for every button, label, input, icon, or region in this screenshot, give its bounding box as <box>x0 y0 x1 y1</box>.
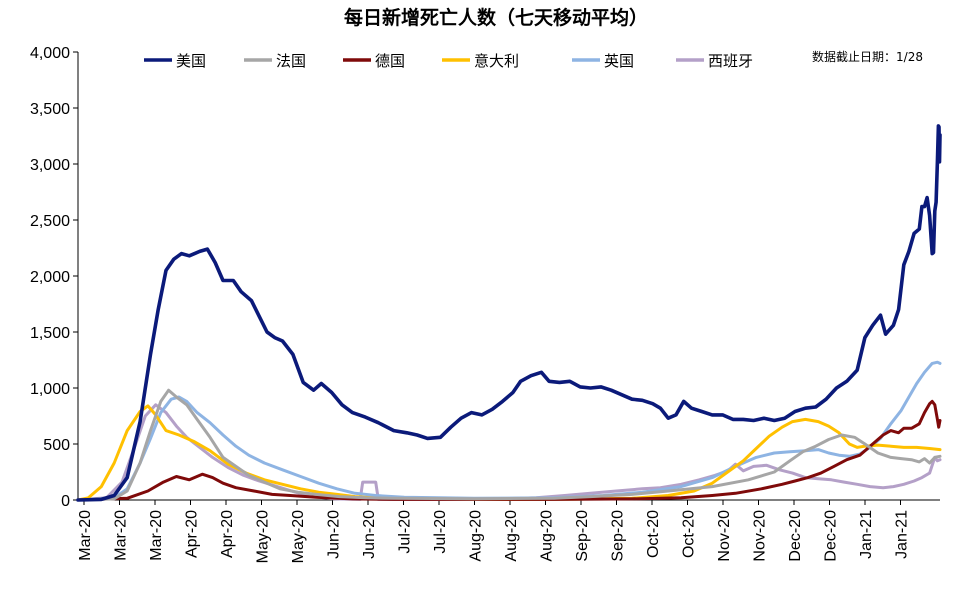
series-line-3 <box>76 399 942 502</box>
x-tick-label: Apr-20 <box>184 510 201 558</box>
y-tick-label: 3,000 <box>30 157 70 174</box>
legend-label: 德国 <box>375 52 405 70</box>
legend-label: 英国 <box>604 52 634 70</box>
x-tick-label: May-20 <box>255 510 272 563</box>
plot-area <box>76 124 942 502</box>
x-tick-label: Jul-20 <box>432 510 449 554</box>
x-tick-label: Aug-20 <box>539 510 556 562</box>
y-tick-label: 4,000 <box>30 45 70 62</box>
x-tick-label: Oct-20 <box>681 510 698 558</box>
y-tick-label: 1,500 <box>30 325 70 342</box>
x-tick-label: Sep-20 <box>610 510 627 562</box>
x-axis: Mar-20 Mar-20 Mar-20 Apr-20 Apr-20 May-20 May-… <box>77 499 940 563</box>
x-tick-label: Aug-20 <box>468 510 485 562</box>
y-tick-label: 500 <box>43 437 70 454</box>
x-tick-label: Mar-20 <box>148 510 165 561</box>
x-tick-label: Dec-20 <box>787 510 804 562</box>
x-tick-label: Aug-20 <box>503 510 520 562</box>
series-line-6 <box>76 403 942 502</box>
legend: 美国 法国 德国 意大利 英国 西班牙 <box>144 52 753 70</box>
series-line-2 <box>76 388 942 502</box>
y-axis: 0 500 1,000 1,500 2,000 2,500 3,000 3,500 4,000 <box>30 45 79 510</box>
legend-label: 意大利 <box>474 52 519 70</box>
series-line-1 <box>76 124 942 502</box>
x-tick-label: Jun-20 <box>326 510 343 559</box>
x-tick-label: Jun-20 <box>361 510 378 559</box>
x-tick-label: Jan-21 <box>894 510 911 559</box>
x-tick-label: May-20 <box>290 510 307 563</box>
y-tick-label: 2,000 <box>30 269 70 286</box>
x-tick-label: Nov-20 <box>752 510 769 562</box>
chart-title: 每日新增死亡人数（七天移动平均） <box>344 6 648 29</box>
x-tick-label: Mar-20 <box>77 510 94 561</box>
x-tick-label: Oct-20 <box>645 510 662 558</box>
legend-label: 西班牙 <box>708 52 753 70</box>
y-tick-label: 0 <box>61 493 70 510</box>
y-tick-label: 2,500 <box>30 213 70 230</box>
x-tick-label: Mar-20 <box>113 510 130 561</box>
data-cutoff-note: 数据截止日期：1/28 <box>812 49 923 64</box>
x-tick-label: Apr-20 <box>219 510 236 558</box>
x-tick-label: Jul-20 <box>397 510 414 554</box>
x-tick-label: Jan-21 <box>858 510 875 559</box>
y-tick-label: 1,000 <box>30 381 70 398</box>
legend-label: 美国 <box>176 52 206 70</box>
x-tick-label: Dec-20 <box>823 510 840 562</box>
x-tick-label: Nov-20 <box>716 510 733 562</box>
legend-label: 法国 <box>276 52 306 70</box>
x-tick-label: Sep-20 <box>574 510 591 562</box>
y-tick-label: 3,500 <box>30 101 70 118</box>
